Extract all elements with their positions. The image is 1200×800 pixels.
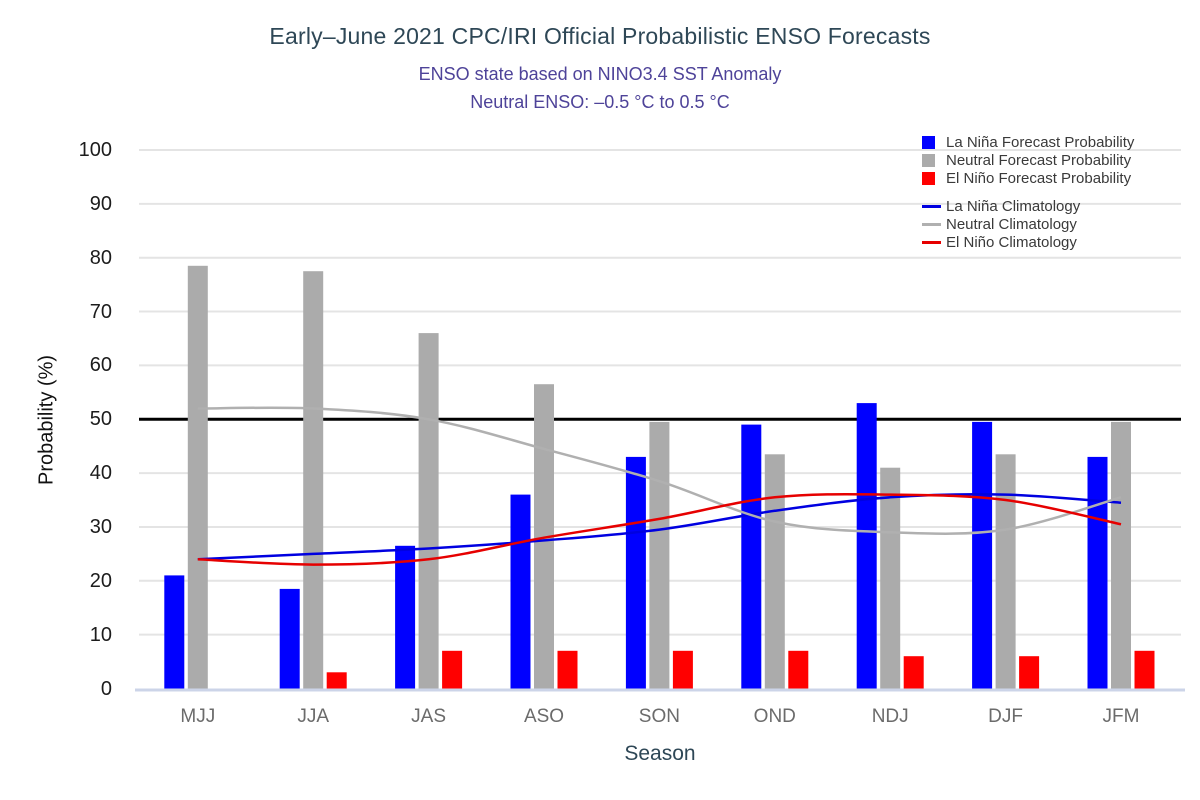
bar-neutral-forecast-probability-djf (995, 454, 1016, 689)
x-tick-label-jfm: JFM (1102, 706, 1140, 727)
bar-la-ni-a-forecast-probability-djf (972, 421, 993, 689)
bar-neutral-forecast-probability-ond (764, 454, 785, 689)
x-axis-title: Season (624, 742, 696, 765)
y-tick-label: 50 (89, 408, 112, 431)
bar-la-ni-a-forecast-probability-mjj (164, 575, 185, 689)
y-tick-label: 10 (89, 623, 112, 646)
chart-subtitle-line1: ENSO state based on NINO3.4 SST Anomaly (418, 64, 782, 84)
x-tick-label-ond: OND (753, 706, 796, 727)
legend-item-label: La Niña Forecast Probability (946, 133, 1135, 151)
bar-neutral-forecast-probability-son (649, 421, 670, 689)
bar-neutral-forecast-probability-ndj (880, 467, 901, 689)
bar-el-ni-o-forecast-probability-jas (442, 650, 463, 689)
legend-item-label: El Niño Forecast Probability (946, 169, 1132, 187)
legend-item-label: Neutral Climatology (946, 215, 1077, 233)
legend-item-el-nino-climatology: El Niño Climatology (922, 233, 1134, 251)
bar-el-ni-o-forecast-probability-son (672, 650, 693, 689)
legend-item-la-nina-forecast: La Niña Forecast Probability (922, 133, 1134, 151)
legend-item-neutral-forecast: Neutral Forecast Probability (922, 151, 1134, 169)
legend-item-label: El Niño Climatology (946, 233, 1077, 251)
line-el-ni-o-climatology (197, 492, 1122, 566)
bar-la-ni-a-forecast-probability-jas (395, 545, 416, 689)
y-tick-label: 40 (89, 462, 112, 485)
bar-la-ni-a-forecast-probability-ond (741, 424, 762, 689)
bar-la-ni-a-forecast-probability-ndj (856, 403, 877, 689)
bar-la-ni-a-forecast-probability-jfm (1087, 456, 1108, 689)
chart-title: Early–June 2021 CPC/IRI Official Probabi… (269, 23, 931, 49)
x-tick-label-mjj: MJJ (180, 706, 216, 727)
x-tick-label-jja: JJA (297, 706, 330, 727)
neutral-forecast-swatch-icon (922, 153, 935, 167)
legend-item-la-nina-climatology: La Niña Climatology (922, 197, 1134, 215)
x-tick-label-jas: JAS (411, 706, 447, 727)
bar-el-ni-o-forecast-probability-jja (326, 672, 347, 689)
y-tick-label: 100 (78, 139, 112, 161)
bar-la-ni-a-forecast-probability-jja (279, 588, 300, 689)
bar-el-ni-o-forecast-probability-aso (557, 650, 578, 689)
bar-neutral-forecast-probability-jas (418, 333, 439, 689)
y-tick-label: 60 (89, 354, 112, 377)
chart-subtitle-line2: Neutral ENSO: –0.5 °C to 0.5 °C (470, 92, 730, 112)
bar-la-ni-a-forecast-probability-aso (510, 494, 531, 689)
x-tick-label-djf: DJF (988, 706, 1023, 727)
y-tick-label: 90 (89, 192, 112, 215)
y-tick-label: 70 (89, 300, 112, 323)
legend-item-neutral-climatology: Neutral Climatology (922, 215, 1134, 233)
y-tick-label: 0 (100, 677, 112, 700)
bar-el-ni-o-forecast-probability-jfm (1134, 650, 1155, 689)
bar-neutral-forecast-probability-mjj (187, 265, 208, 689)
bar-el-ni-o-forecast-probability-ndj (903, 656, 924, 689)
legend: La Niña Forecast Probability Neutral For… (922, 133, 1134, 251)
bar-el-ni-o-forecast-probability-ond (788, 650, 809, 689)
bar-neutral-forecast-probability-jja (303, 271, 324, 689)
line-neutral-climatology (197, 406, 1122, 535)
x-tick-label-son: SON (638, 706, 680, 727)
line-la-ni-a-climatology (197, 493, 1122, 561)
legend-item-label: La Niña Climatology (946, 197, 1081, 215)
legend-item-el-nino-forecast: El Niño Forecast Probability (922, 169, 1134, 187)
el-nino-climatology-line-icon (922, 240, 941, 244)
bar-el-ni-o-forecast-probability-djf (1019, 656, 1040, 689)
legend-item-label: Neutral Forecast Probability (946, 151, 1132, 169)
x-tick-label-ndj: NDJ (871, 706, 909, 727)
bar-la-ni-a-forecast-probability-son (625, 456, 646, 689)
la-nina-forecast-swatch-icon (922, 135, 935, 149)
el-nino-forecast-swatch-icon (922, 171, 935, 185)
y-tick-label: 20 (89, 569, 112, 592)
la-nina-climatology-line-icon (922, 204, 941, 208)
bar-neutral-forecast-probability-jfm (1111, 421, 1131, 689)
y-tick-label: 30 (89, 515, 112, 538)
x-tick-label-aso: ASO (523, 706, 565, 727)
y-tick-label: 80 (89, 246, 112, 269)
x-axis-line (135, 688, 1185, 692)
neutral-climatology-line-icon (922, 222, 941, 226)
bar-neutral-forecast-probability-aso (534, 384, 554, 689)
